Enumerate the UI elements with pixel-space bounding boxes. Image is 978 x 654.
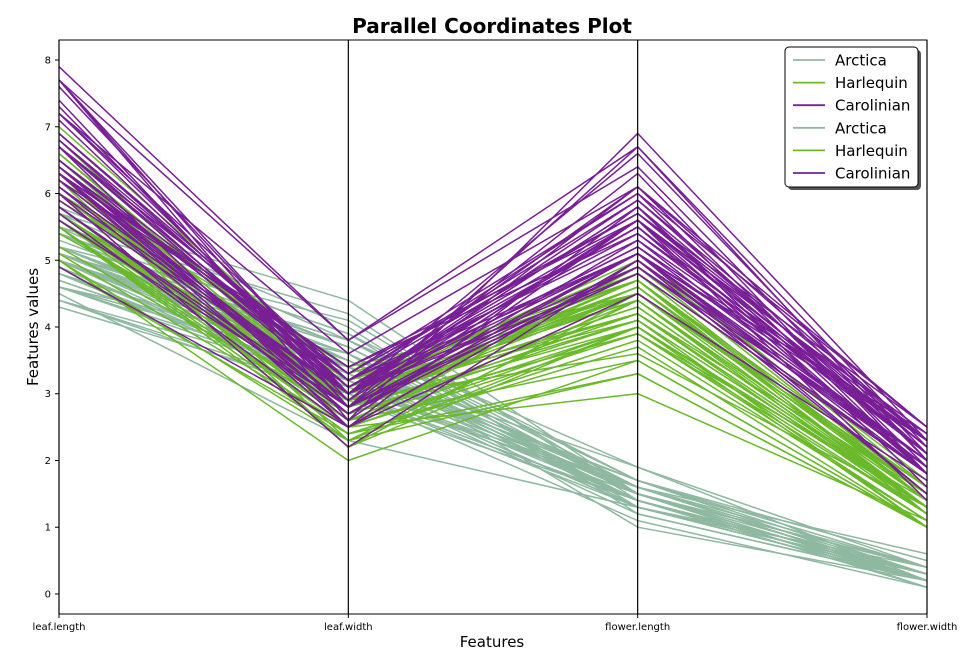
x-axis-label: Features <box>460 633 525 651</box>
legend: Arctica Harlequin Carolinian Arctica Harlequ… <box>784 46 921 190</box>
series-line-carolinian-50 <box>58 199 928 475</box>
x-tick-label-leaf-width: leaf.width <box>324 622 373 633</box>
series-line-carolinian-7 <box>58 266 928 482</box>
y-tick-label-3: 3 <box>45 389 51 400</box>
y-tick-label-2: 2 <box>45 456 51 467</box>
legend-label-0: Arctica <box>835 52 887 70</box>
series-lines <box>58 66 928 589</box>
y-tick-label-6: 6 <box>45 189 51 200</box>
y-tick-label-5: 5 <box>45 256 51 267</box>
legend-label-2: Carolinian <box>835 97 910 115</box>
legend-label-1: Harlequin <box>835 74 908 92</box>
series-line-harlequin-32 <box>58 226 928 528</box>
legend-label-5: Carolinian <box>835 165 910 183</box>
series-line-carolinian-48 <box>58 159 928 462</box>
x-axis-ticks: leaf.length leaf.width flower.length flower… <box>33 614 958 633</box>
x-tick-label-flower-length: flower.length <box>605 622 670 633</box>
y-tick-label-4: 4 <box>45 323 51 334</box>
series-line-carolinian-41 <box>58 146 928 435</box>
y-tick-label-8: 8 <box>45 56 51 67</box>
series-line-carolinian-33 <box>58 166 928 448</box>
y-tick-label-7: 7 <box>45 122 51 133</box>
y-axis-label: Features values <box>24 268 42 386</box>
legend-label-3: Arctica <box>835 119 887 137</box>
series-line-carolinian-45 <box>58 146 928 428</box>
series-line-harlequin-49 <box>58 252 928 522</box>
legend-entries: Arctica Harlequin Carolinian Arctica Harlequ… <box>793 52 910 183</box>
legend-label-4: Harlequin <box>835 142 908 160</box>
x-tick-label-leaf-length: leaf.length <box>33 622 86 633</box>
x-tick-label-flower-width: flower.width <box>897 622 958 633</box>
series-line-carolinian-10 <box>58 112 928 428</box>
series-line-carolinian-20 <box>58 192 928 495</box>
series-line-harlequin-44 <box>58 259 928 528</box>
series-line-carolinian-18 <box>58 79 928 448</box>
series-line-carolinian-43 <box>58 206 928 468</box>
series-line-carolinian-49 <box>58 179 928 442</box>
series-line-harlequin-40 <box>58 226 928 508</box>
chart-title: Parallel Coordinates Plot <box>352 14 632 38</box>
y-axis-ticks: 0 1 2 3 4 5 6 7 8 <box>45 56 59 600</box>
y-tick-label-0: 0 <box>45 589 51 600</box>
series-line-carolinian-23 <box>58 79 928 462</box>
y-tick-label-1: 1 <box>45 523 51 534</box>
